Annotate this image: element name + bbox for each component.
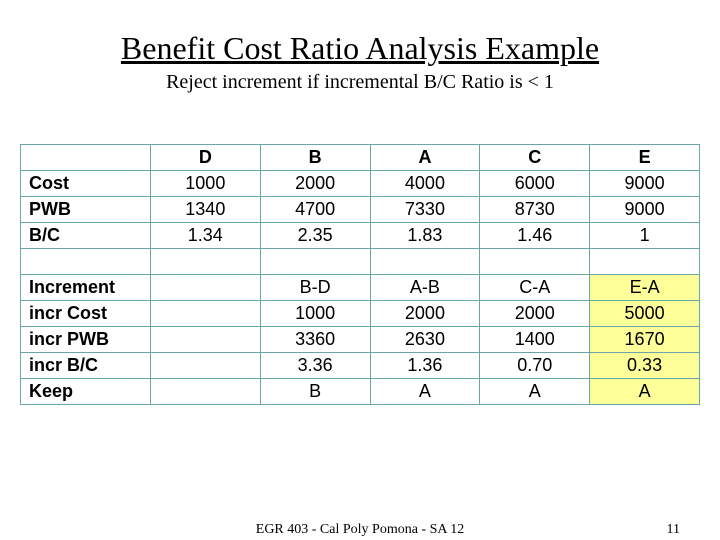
cell-highlight: E-A xyxy=(590,275,700,301)
row-label: Keep xyxy=(21,379,151,405)
cell xyxy=(150,353,260,379)
page-number: 11 xyxy=(667,522,680,538)
cell: 3.36 xyxy=(260,353,370,379)
spacer-cell xyxy=(370,249,480,275)
table-row: incr B/C 3.36 1.36 0.70 0.33 xyxy=(21,353,700,379)
cell: 2000 xyxy=(480,301,590,327)
row-label: PWB xyxy=(21,197,151,223)
cell-highlight: 5000 xyxy=(590,301,700,327)
cell: 3360 xyxy=(260,327,370,353)
cell: 1340 xyxy=(150,197,260,223)
cell-highlight: 1670 xyxy=(590,327,700,353)
table-row: incr PWB 3360 2630 1400 1670 xyxy=(21,327,700,353)
table-row: Keep B A A A xyxy=(21,379,700,405)
header-blank xyxy=(21,145,151,171)
cell: 2000 xyxy=(370,301,480,327)
cell: 2630 xyxy=(370,327,480,353)
cell: 1400 xyxy=(480,327,590,353)
slide-subtitle: Reject increment if incremental B/C Rati… xyxy=(20,71,700,94)
cell: 1.83 xyxy=(370,223,480,249)
cell: 2000 xyxy=(260,171,370,197)
cell: 1 xyxy=(590,223,700,249)
col-header: D xyxy=(150,145,260,171)
table-row: incr Cost 1000 2000 2000 5000 xyxy=(21,301,700,327)
cell: 1000 xyxy=(150,171,260,197)
cell xyxy=(150,327,260,353)
spacer-cell xyxy=(150,249,260,275)
cell xyxy=(150,275,260,301)
spacer-row xyxy=(21,249,700,275)
slide-title: Benefit Cost Ratio Analysis Example xyxy=(20,30,700,67)
row-label: Increment xyxy=(21,275,151,301)
cell: 9000 xyxy=(590,171,700,197)
col-header: C xyxy=(480,145,590,171)
cell xyxy=(150,301,260,327)
spacer-cell xyxy=(590,249,700,275)
cell: 6000 xyxy=(480,171,590,197)
table-header-row: D B A C E xyxy=(21,145,700,171)
table-row: B/C 1.34 2.35 1.83 1.46 1 xyxy=(21,223,700,249)
row-label: B/C xyxy=(21,223,151,249)
cell: 9000 xyxy=(590,197,700,223)
cell: 1000 xyxy=(260,301,370,327)
cell-highlight: 0.33 xyxy=(590,353,700,379)
col-header: B xyxy=(260,145,370,171)
cell: A-B xyxy=(370,275,480,301)
row-label: incr PWB xyxy=(21,327,151,353)
cell-highlight: A xyxy=(590,379,700,405)
cell xyxy=(150,379,260,405)
cell: 4000 xyxy=(370,171,480,197)
cell: 4700 xyxy=(260,197,370,223)
table-row: PWB 1340 4700 7330 8730 9000 xyxy=(21,197,700,223)
cell: 0.70 xyxy=(480,353,590,379)
table-row: Cost 1000 2000 4000 6000 9000 xyxy=(21,171,700,197)
cell: A xyxy=(480,379,590,405)
spacer-cell xyxy=(21,249,151,275)
col-header: E xyxy=(590,145,700,171)
cell: B xyxy=(260,379,370,405)
row-label: incr Cost xyxy=(21,301,151,327)
table-row: Increment B-D A-B C-A E-A xyxy=(21,275,700,301)
bc-ratio-table: D B A C E Cost 1000 2000 4000 6000 9000 … xyxy=(20,144,700,405)
footer-text: EGR 403 - Cal Poly Pomona - SA 12 xyxy=(0,522,720,538)
cell: 7330 xyxy=(370,197,480,223)
spacer-cell xyxy=(260,249,370,275)
cell: 2.35 xyxy=(260,223,370,249)
cell: A xyxy=(370,379,480,405)
cell: B-D xyxy=(260,275,370,301)
cell: C-A xyxy=(480,275,590,301)
col-header: A xyxy=(370,145,480,171)
cell: 1.34 xyxy=(150,223,260,249)
cell: 1.36 xyxy=(370,353,480,379)
row-label: Cost xyxy=(21,171,151,197)
row-label: incr B/C xyxy=(21,353,151,379)
cell: 1.46 xyxy=(480,223,590,249)
cell: 8730 xyxy=(480,197,590,223)
spacer-cell xyxy=(480,249,590,275)
